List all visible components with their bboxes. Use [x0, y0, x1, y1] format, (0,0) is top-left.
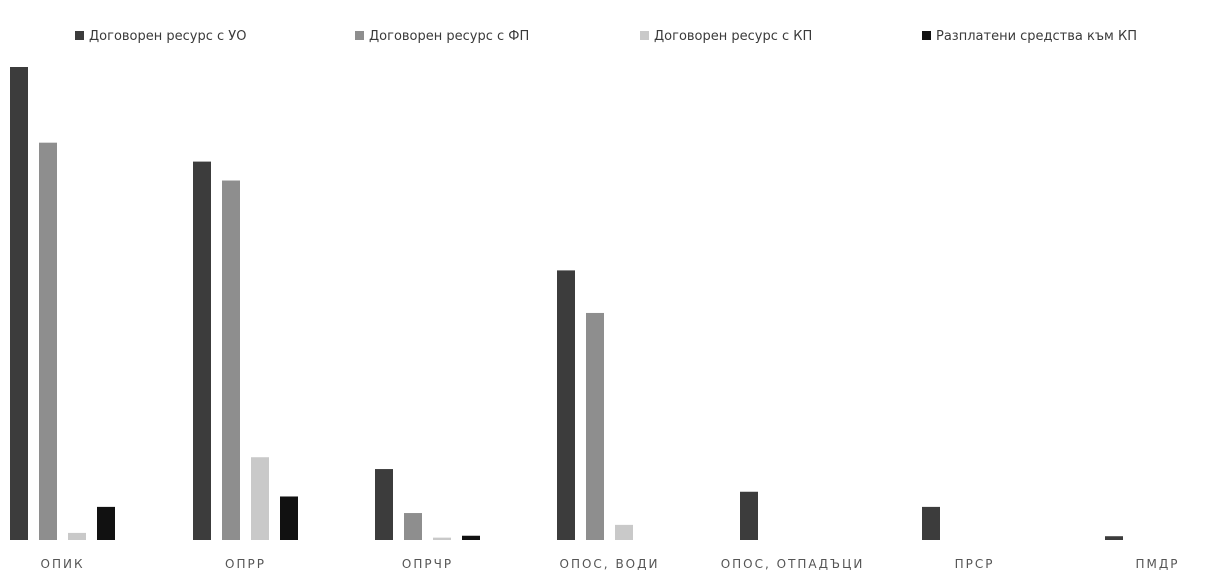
bar-2-series-2 [222, 180, 240, 540]
legend-label-2: Договорен ресурс с ФП [369, 29, 529, 44]
x-tick-label-2: ОПРР [225, 557, 266, 571]
bar-1-series-2 [39, 142, 57, 540]
legend-swatch-2 [355, 31, 364, 40]
bar-5-series-1 [740, 491, 758, 540]
bar-2-series-4 [280, 496, 298, 540]
bar-6-series-1 [922, 506, 940, 540]
bar-2-series-3 [251, 457, 269, 540]
x-tick-label-3: ОПРЧР [402, 557, 453, 571]
bar-1-series-3 [68, 532, 86, 540]
bar-3-series-3 [433, 537, 451, 540]
legend-label-1: Договорен ресурс с УО [89, 29, 246, 44]
bar-4-series-1 [557, 270, 575, 540]
bar-3-series-1 [375, 469, 393, 540]
bar-2-series-1 [193, 161, 211, 540]
bar-7-series-1 [1105, 536, 1123, 540]
bar-1-series-4 [97, 506, 115, 540]
legend-swatch-1 [75, 31, 84, 40]
x-tick-label-5: ОПОС, ОТПАДЪЦИ [721, 557, 865, 571]
bar-1-series-1 [10, 67, 28, 540]
x-axis-labels: ОПИК ОПРР ОПРЧР ОПОС, ВОДИ ОПОС, ОТПАДЪЦИ ПРС… [41, 557, 1180, 571]
x-tick-label-7: ПМДР [1136, 557, 1180, 571]
bar-4-series-2 [586, 312, 604, 540]
legend-label-3: Договорен ресурс с КП [654, 29, 812, 44]
legend-label-4: Разплатени средства към КП [936, 29, 1137, 44]
bar-3-series-4 [462, 535, 480, 540]
x-tick-label-6: ПРСР [955, 557, 995, 571]
x-tick-label-1: ОПИК [41, 557, 85, 571]
legend-swatch-4 [922, 31, 931, 40]
bar-4-series-3 [615, 524, 633, 540]
legend: Договорен ресурс с УО Договорен ресурс с … [75, 29, 1137, 44]
bars [10, 67, 1123, 540]
x-tick-label-4: ОПОС, ВОДИ [560, 557, 660, 571]
bar-3-series-2 [404, 513, 422, 540]
legend-swatch-3 [640, 31, 649, 40]
